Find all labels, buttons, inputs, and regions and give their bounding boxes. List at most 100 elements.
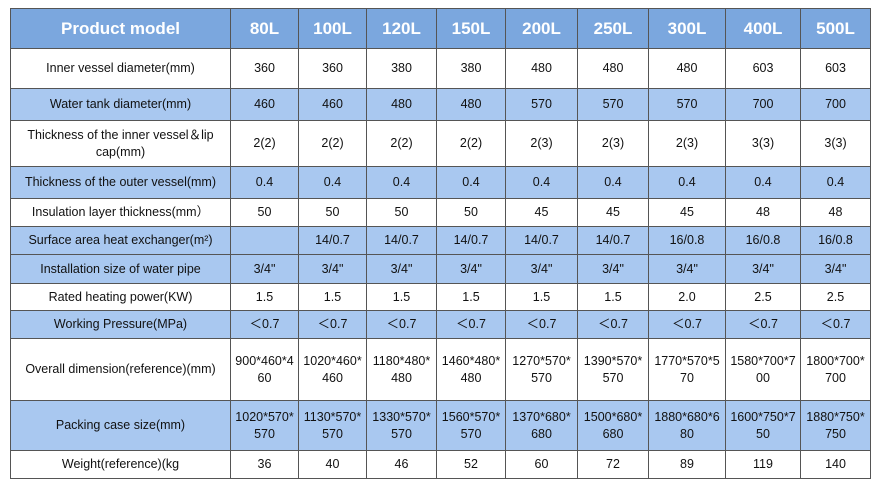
- row-label: Water tank diameter(mm): [10, 88, 231, 121]
- value-cell: 1600*750*750: [725, 400, 801, 451]
- value-cell: 0.4: [366, 166, 437, 199]
- value-cell: ＜0.7: [577, 310, 649, 339]
- value-cell: 1130*570*570: [298, 400, 367, 451]
- value-cell: 2(2): [298, 120, 367, 167]
- value-cell: 2(3): [648, 120, 726, 167]
- value-cell: 3(3): [725, 120, 801, 167]
- value-cell: 2(2): [436, 120, 506, 167]
- value-cell: [230, 226, 299, 255]
- value-cell: 36: [230, 450, 299, 479]
- value-cell: 0.4: [230, 166, 299, 199]
- header-label: Product model: [10, 8, 231, 49]
- value-cell: 3/4": [648, 254, 726, 284]
- table-row: Insulation layer thickness(mm） 50 50 50 50 45…: [10, 198, 871, 227]
- value-cell: 3/4": [298, 254, 367, 284]
- table-row: Thickness of the outer vessel(mm) 0.4 0.4 0…: [10, 166, 871, 199]
- value-cell: 3/4": [436, 254, 506, 284]
- header-cell: 200L: [505, 8, 578, 49]
- value-cell: 3/4": [800, 254, 871, 284]
- value-cell: 48: [725, 198, 801, 227]
- value-cell: 2.5: [800, 283, 871, 311]
- header-cell: 80L: [230, 8, 299, 49]
- value-cell: 1020*570*570: [230, 400, 299, 451]
- value-cell: 0.4: [505, 166, 578, 199]
- value-cell: 1.5: [577, 283, 649, 311]
- table-row: Thickness of the inner vessel＆lip cap(mm…: [10, 120, 871, 167]
- value-cell: 3/4": [725, 254, 801, 284]
- row-label: Working Pressure(MPa): [10, 310, 231, 339]
- header-cell: 250L: [577, 8, 649, 49]
- value-cell: 0.4: [725, 166, 801, 199]
- row-label: Insulation layer thickness(mm）: [10, 198, 231, 227]
- value-cell: 3/4": [366, 254, 437, 284]
- value-cell: 570: [505, 88, 578, 121]
- table-row: Water tank diameter(mm) 460 460 480 480 570 57…: [10, 88, 871, 121]
- value-cell: 2(2): [230, 120, 299, 167]
- value-cell: 48: [800, 198, 871, 227]
- value-cell: 52: [436, 450, 506, 479]
- spec-table-wrap: Product model 80L 100L 120L 150L 200L 250L 300L…: [10, 8, 871, 479]
- value-cell: 3/4": [505, 254, 578, 284]
- value-cell: 3/4": [230, 254, 299, 284]
- value-cell: 1270*570*570: [505, 338, 578, 401]
- value-cell: 3/4": [577, 254, 649, 284]
- header-cell: 120L: [366, 8, 437, 49]
- value-cell: ＜0.7: [366, 310, 437, 339]
- value-cell: 603: [725, 48, 801, 89]
- value-cell: 14/0.7: [577, 226, 649, 255]
- table-row: Inner vessel diameter(mm) 360 360 380 380 480…: [10, 48, 871, 89]
- value-cell: 1.5: [505, 283, 578, 311]
- value-cell: 50: [366, 198, 437, 227]
- value-cell: 89: [648, 450, 726, 479]
- value-cell: 1880*680*680: [648, 400, 726, 451]
- value-cell: 2(3): [577, 120, 649, 167]
- value-cell: 480: [577, 48, 649, 89]
- value-cell: ＜0.7: [800, 310, 871, 339]
- value-cell: 480: [366, 88, 437, 121]
- value-cell: 1560*570*570: [436, 400, 506, 451]
- header-cell: 100L: [298, 8, 367, 49]
- value-cell: 50: [298, 198, 367, 227]
- value-cell: ＜0.7: [648, 310, 726, 339]
- row-label: Surface area heat exchanger(m²): [10, 226, 231, 255]
- row-label: Thickness of the inner vessel＆lip cap(mm…: [10, 120, 231, 167]
- value-cell: 1880*750*750: [800, 400, 871, 451]
- value-cell: 1770*570*570: [648, 338, 726, 401]
- value-cell: 900*460*460: [230, 338, 299, 401]
- value-cell: 45: [648, 198, 726, 227]
- value-cell: 603: [800, 48, 871, 89]
- value-cell: 1800*700*700: [800, 338, 871, 401]
- value-cell: 119: [725, 450, 801, 479]
- value-cell: 2(3): [505, 120, 578, 167]
- value-cell: 700: [800, 88, 871, 121]
- value-cell: 0.4: [800, 166, 871, 199]
- table-body: Inner vessel diameter(mm) 360 360 380 380 480…: [10, 48, 871, 479]
- header-row: Product model 80L 100L 120L 150L 200L 250L 300L…: [10, 8, 871, 49]
- value-cell: 0.4: [648, 166, 726, 199]
- value-cell: 16/0.8: [648, 226, 726, 255]
- value-cell: 14/0.7: [505, 226, 578, 255]
- spec-table: Product model 80L 100L 120L 150L 200L 250L 300L…: [10, 8, 871, 479]
- value-cell: 45: [505, 198, 578, 227]
- table-row: Weight(reference)(kg 36 40 46 52 60 72 89 119 140: [10, 450, 871, 479]
- value-cell: ＜0.7: [230, 310, 299, 339]
- value-cell: 360: [298, 48, 367, 89]
- table-row: Surface area heat exchanger(m²) 14/0.7 14/…: [10, 226, 871, 255]
- value-cell: 0.4: [436, 166, 506, 199]
- value-cell: 480: [436, 88, 506, 121]
- table-row: Packing case size(mm) 1020*570*570 1130*57…: [10, 400, 871, 451]
- value-cell: 1330*570*570: [366, 400, 437, 451]
- value-cell: ＜0.7: [436, 310, 506, 339]
- value-cell: 50: [230, 198, 299, 227]
- value-cell: 45: [577, 198, 649, 227]
- value-cell: 140: [800, 450, 871, 479]
- value-cell: 460: [230, 88, 299, 121]
- value-cell: 2(2): [366, 120, 437, 167]
- value-cell: 16/0.8: [725, 226, 801, 255]
- table-row: Overall dimension(reference)(mm) 900*460*…: [10, 338, 871, 401]
- header-cell: 500L: [800, 8, 871, 49]
- row-label: Packing case size(mm): [10, 400, 231, 451]
- value-cell: 480: [505, 48, 578, 89]
- value-cell: 72: [577, 450, 649, 479]
